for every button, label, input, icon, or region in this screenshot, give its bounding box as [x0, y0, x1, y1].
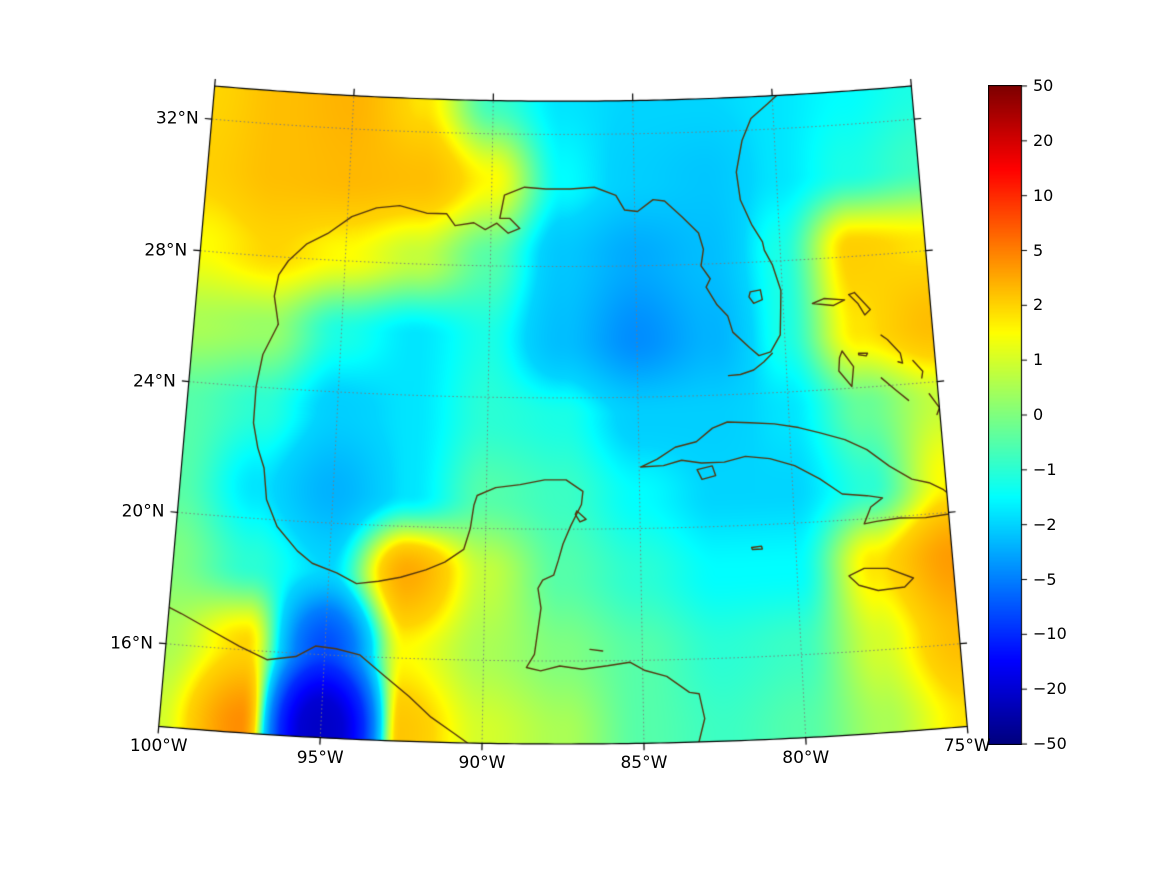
colorbar-tick-label: 10 — [1033, 185, 1054, 205]
lon-tick-label: 90°W — [458, 753, 506, 774]
colorbar-tick-label: 2 — [1033, 295, 1044, 315]
lon-tick-label: 95°W — [296, 747, 344, 768]
colorbar-tick-label: 5 — [1033, 240, 1044, 260]
colorbar-tick-label: −1 — [1033, 459, 1057, 479]
colorbar-tick-label: −50 — [1033, 734, 1067, 753]
lat-tick-label: 28°N — [144, 240, 188, 261]
lat-tick-label: 20°N — [121, 501, 165, 522]
colorbar-tick-label: −2 — [1033, 514, 1057, 534]
colorbar-tick-label: −5 — [1033, 569, 1057, 589]
lon-tick-label: 100°W — [129, 736, 188, 757]
colorbar-tick-label: −20 — [1033, 679, 1067, 699]
lat-tick-label: 16°N — [110, 633, 153, 654]
lat-tick-label: 32°N — [155, 108, 199, 129]
colorbar-tick-label: 1 — [1033, 350, 1044, 370]
lat-tick-label: 24°N — [132, 371, 176, 392]
colorbar-tick-label: 20 — [1033, 130, 1054, 150]
lon-tick-label: 75°W — [943, 736, 991, 757]
colorbar — [988, 85, 1028, 745]
colorbar-tick-label: −10 — [1033, 624, 1067, 644]
lon-tick-label: 80°W — [782, 747, 830, 768]
colorbar-tick-label: 50 — [1033, 76, 1054, 95]
lon-tick-label: 85°W — [620, 753, 668, 774]
colorbar-tick-label: 0 — [1033, 405, 1044, 424]
